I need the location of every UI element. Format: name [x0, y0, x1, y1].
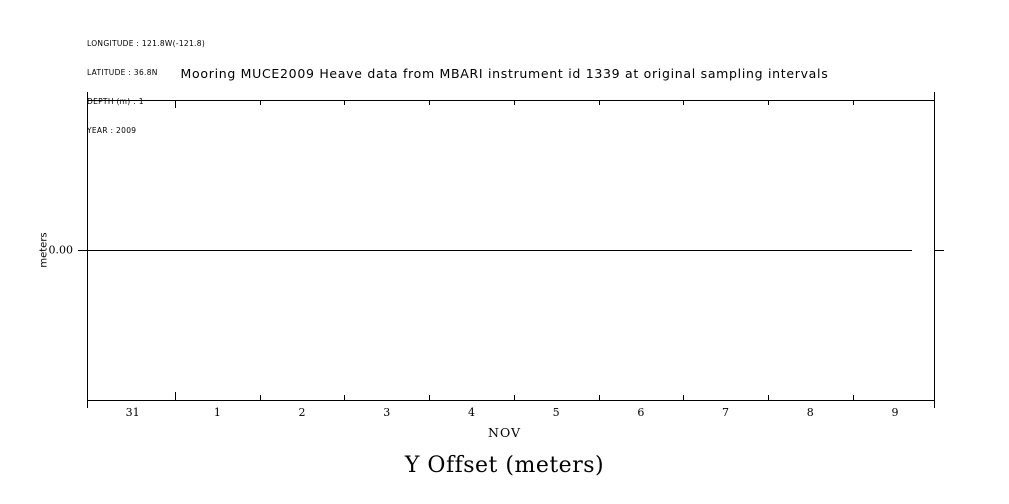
metadata-depth: DEPTH (m) : 1	[87, 96, 144, 106]
x-tick-label: 3	[383, 406, 391, 419]
metadata-block: LONGITUDE : 121.8W(-121.8) LATITUDE : 36…	[87, 20, 205, 145]
y-tick-mark	[78, 250, 87, 251]
figure-caption: Y Offset (meters)	[404, 453, 605, 478]
x-tick-label: 8	[806, 406, 814, 419]
x-tick-mark-bottom	[683, 395, 685, 400]
x-tick-label: 2	[298, 406, 306, 419]
axis-top	[87, 100, 934, 101]
x-tick-mark-top	[344, 100, 346, 105]
x-tick-mark-bottom	[513, 395, 515, 400]
x-tick-mark-bottom	[175, 392, 176, 400]
x-tick-label: 4	[467, 406, 475, 419]
y-tick-mark-right	[934, 250, 944, 251]
data-series-line	[87, 250, 912, 251]
x-tick-mark-top	[683, 100, 685, 105]
x-tick-label: 9	[891, 406, 899, 419]
x-tick-mark-bottom	[598, 395, 600, 400]
x-tick-mark-top	[513, 100, 515, 105]
x-tick-mark-bottom	[852, 395, 854, 400]
metadata-latitude: LATITUDE : 36.8N	[87, 67, 158, 77]
x-axis-month-label: NOV	[488, 425, 521, 440]
x-tick-label: 1	[213, 406, 221, 419]
x-tick-mark-bottom	[429, 395, 431, 400]
x-tick-mark-top	[175, 100, 176, 108]
x-tick-mark-bottom	[259, 395, 261, 400]
x-tick-mark-bottom	[344, 395, 346, 400]
x-tick-label: 7	[722, 406, 730, 419]
axis-bottom	[87, 400, 934, 401]
x-tick-mark-top	[598, 100, 600, 105]
x-tick-mark-top	[259, 100, 261, 105]
x-tick-mark-bottom	[767, 395, 769, 400]
x-tick-mark-top	[429, 100, 431, 105]
x-tick-label: 6	[637, 406, 645, 419]
x-tick-mark-top	[767, 100, 769, 105]
x-tick-label: 5	[552, 406, 560, 419]
plot-area: 31 1 2 3 4 5 6 7 8 9 0.00	[49, 92, 944, 419]
x-tick-label: 31	[125, 406, 140, 419]
metadata-year: YEAR : 2009	[87, 125, 137, 135]
y-tick-label: 0.00	[48, 243, 74, 257]
chart-title: Mooring MUCE2009 Heave data from MBARI i…	[180, 66, 829, 81]
metadata-longitude: LONGITUDE : 121.8W(-121.8)	[87, 39, 206, 49]
x-tick-mark-top	[852, 100, 854, 105]
